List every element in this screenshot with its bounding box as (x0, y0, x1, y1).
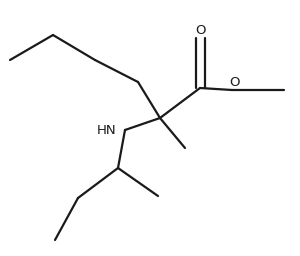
Text: O: O (229, 77, 239, 90)
Text: O: O (195, 24, 205, 37)
Text: HN: HN (96, 123, 116, 136)
